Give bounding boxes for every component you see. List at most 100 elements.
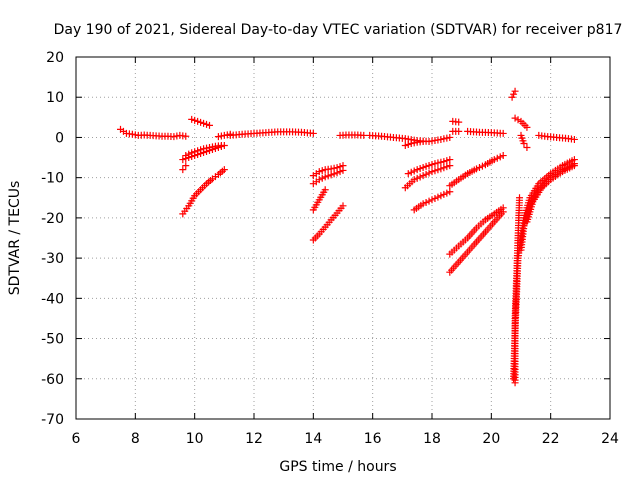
data-point xyxy=(434,166,442,174)
x-tick-label: 6 xyxy=(72,431,81,447)
data-point xyxy=(315,168,323,176)
data-point xyxy=(510,90,518,98)
data-point xyxy=(428,196,436,204)
data-point xyxy=(404,170,412,178)
data-point xyxy=(200,119,208,127)
data-point xyxy=(324,172,332,180)
series-track-26 xyxy=(511,114,531,131)
data-point xyxy=(410,176,418,184)
axis-ticks: 6 8 10 12 14 16 18 20 22 24 20 10 0 -10 -20 -30 -40 -50 -6… xyxy=(41,50,619,447)
data-point xyxy=(410,139,418,147)
data-point xyxy=(128,130,136,138)
data-point xyxy=(223,131,231,139)
data-point xyxy=(434,193,442,201)
data-point xyxy=(182,152,190,160)
data-point xyxy=(490,156,498,164)
data-point xyxy=(327,171,335,179)
data-point xyxy=(431,194,439,202)
data-point xyxy=(437,192,445,200)
data-point xyxy=(413,166,421,174)
data-point xyxy=(419,200,427,208)
plot-area-frame xyxy=(75,56,611,420)
data-point xyxy=(404,140,412,148)
data-point xyxy=(514,116,522,124)
data-point xyxy=(416,173,424,181)
series-track-18 xyxy=(410,188,454,214)
data-point xyxy=(407,168,415,176)
data-point xyxy=(443,163,451,171)
x-axis-label: GPS time / hours xyxy=(279,459,396,475)
data-point xyxy=(446,133,454,141)
data-point xyxy=(511,87,519,95)
data-point xyxy=(203,144,211,152)
data-point xyxy=(185,150,193,158)
data-point xyxy=(446,162,454,170)
data-point xyxy=(419,137,427,145)
data-point xyxy=(315,176,323,184)
series-track-16 xyxy=(404,156,454,178)
data-point xyxy=(203,120,211,128)
data-point xyxy=(413,174,421,182)
data-point xyxy=(333,169,341,177)
data-point xyxy=(220,166,228,174)
series-track-6 xyxy=(188,115,213,129)
data-point xyxy=(416,165,424,173)
data-point xyxy=(570,135,578,143)
x-tick-label: 22 xyxy=(542,431,560,447)
series-track-29 xyxy=(510,156,578,383)
series-track-19 xyxy=(449,117,463,126)
series-track-8 xyxy=(226,128,317,139)
data-point xyxy=(419,172,427,180)
data-point xyxy=(437,135,445,143)
data-point xyxy=(220,131,228,139)
series-track-32 xyxy=(535,131,578,143)
series-track-20 xyxy=(449,127,463,135)
y-tick-label: -30 xyxy=(41,251,64,267)
y-tick-label: -50 xyxy=(41,332,64,348)
data-point xyxy=(425,169,433,177)
data-point xyxy=(455,127,463,135)
data-point xyxy=(194,117,202,125)
x-tick-label: 10 xyxy=(186,431,204,447)
data-point xyxy=(206,144,213,151)
data-point xyxy=(428,168,436,176)
data-point xyxy=(475,163,483,171)
series-track-13 xyxy=(336,131,368,139)
data-point xyxy=(425,161,433,169)
x-tick-label: 12 xyxy=(245,431,263,447)
data-point xyxy=(321,186,329,194)
series-track-1 xyxy=(117,125,190,141)
data-point xyxy=(422,170,430,178)
data-point xyxy=(437,158,445,166)
x-tick-label: 24 xyxy=(601,431,619,447)
data-point xyxy=(440,158,448,166)
data-point xyxy=(217,132,225,140)
data-point xyxy=(339,166,347,174)
data-point xyxy=(496,153,504,161)
data-point xyxy=(434,159,442,167)
data-point xyxy=(440,135,448,143)
data-point xyxy=(523,144,531,151)
data-point xyxy=(179,156,187,164)
data-point xyxy=(422,198,430,206)
data-point xyxy=(437,165,445,173)
data-point xyxy=(446,188,454,196)
data-point xyxy=(443,157,451,165)
data-point xyxy=(194,147,202,155)
data-point xyxy=(182,162,190,170)
x-tick-label: 18 xyxy=(423,431,441,447)
y-tick-label: -20 xyxy=(41,211,64,227)
y-tick-label: 10 xyxy=(46,90,64,106)
series-track-15 xyxy=(401,137,427,149)
series-track-3 xyxy=(182,141,225,160)
data-point xyxy=(188,115,196,123)
data-point xyxy=(419,163,427,171)
grid-lines xyxy=(76,57,610,419)
data-point xyxy=(499,129,507,137)
x-tick-label: 8 xyxy=(131,431,140,447)
series-track-17 xyxy=(401,162,454,192)
data-point xyxy=(422,162,430,170)
data-point xyxy=(443,134,451,142)
data-point xyxy=(523,123,531,131)
